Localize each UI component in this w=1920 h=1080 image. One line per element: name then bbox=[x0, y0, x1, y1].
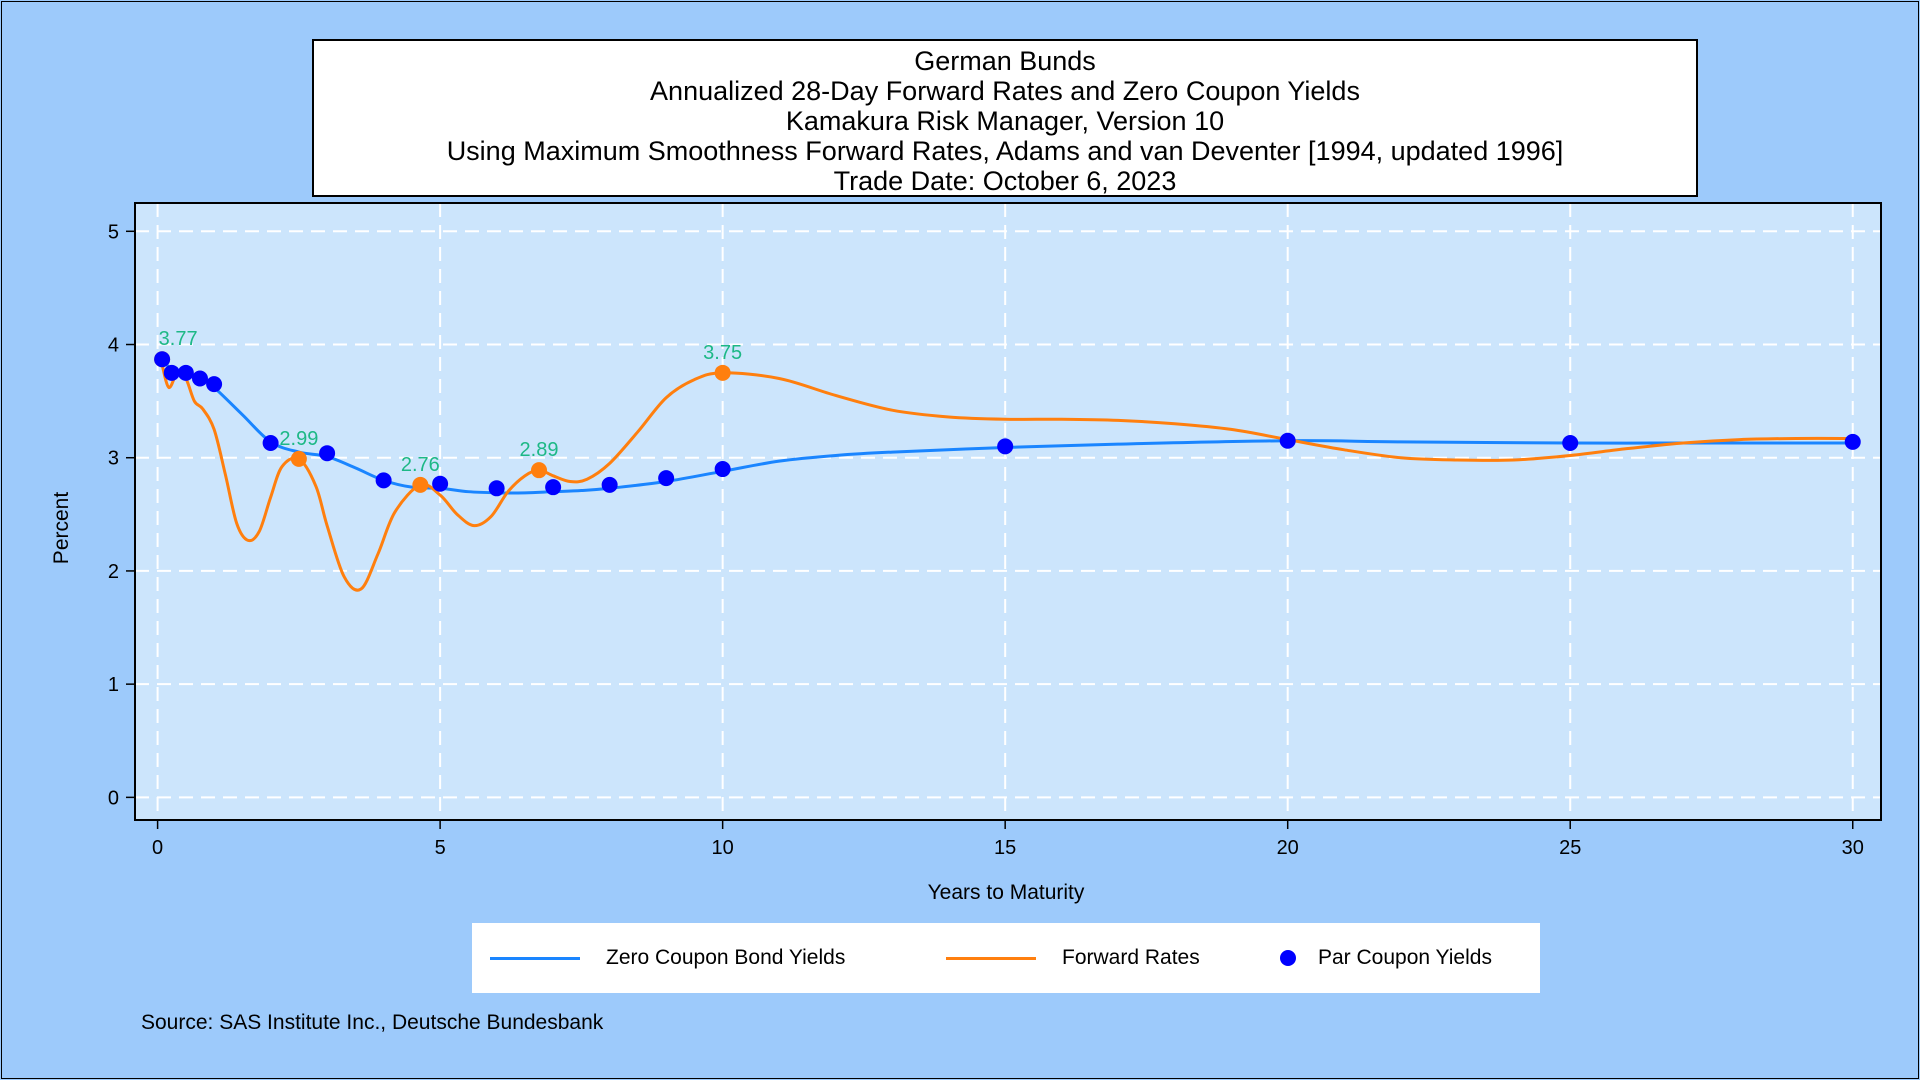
x-axis-label: Years to Maturity bbox=[928, 881, 1085, 904]
par-coupon-point bbox=[191, 370, 208, 387]
plot-border bbox=[134, 202, 1882, 821]
data-label: 2.89 bbox=[520, 439, 559, 461]
x-tick-label: 5 bbox=[435, 837, 446, 859]
chart-title-line-3: Kamakura Risk Manager, Version 10 bbox=[785, 106, 1225, 136]
source-note: Source: SAS Institute Inc., Deutsche Bun… bbox=[141, 1011, 604, 1034]
legend-swatch-forward-rates bbox=[946, 956, 1036, 960]
par-coupon-point bbox=[432, 475, 449, 492]
data-label: 3.75 bbox=[703, 342, 742, 364]
chart-title-line-1: German Bunds bbox=[914, 46, 1096, 76]
chart-title-line-5: Trade Date: October 6, 2023 bbox=[833, 166, 1177, 196]
legend-label-par-coupon: Par Coupon Yields bbox=[1318, 946, 1492, 969]
par-coupon-point bbox=[545, 479, 562, 496]
par-coupon-point bbox=[601, 476, 618, 493]
x-tick-label: 25 bbox=[1559, 837, 1581, 859]
forward-rate-marker bbox=[412, 476, 429, 493]
par-coupon-point bbox=[658, 470, 675, 487]
par-coupon-point bbox=[1562, 435, 1579, 452]
par-coupon-point bbox=[319, 445, 336, 462]
x-tick-label: 15 bbox=[994, 837, 1016, 859]
par-coupon-point bbox=[163, 364, 180, 381]
y-tick-label: 0 bbox=[108, 787, 119, 809]
series-line-zero-coupon-bond-yields bbox=[160, 358, 1853, 495]
legend-item-zero-coupon: Zero Coupon Bond Yields bbox=[490, 923, 845, 993]
legend-swatch-par-coupon bbox=[1280, 950, 1296, 966]
legend-item-par-coupon: Par Coupon Yields bbox=[1280, 923, 1492, 993]
legend-swatch-zero-coupon bbox=[490, 956, 580, 960]
forward-rate-marker bbox=[531, 462, 548, 479]
y-tick-label: 1 bbox=[108, 674, 119, 696]
y-tick-label: 5 bbox=[108, 221, 119, 243]
forward-rate-marker bbox=[290, 450, 307, 467]
y-axis-label: Percent bbox=[50, 492, 73, 565]
legend-label-zero-coupon: Zero Coupon Bond Yields bbox=[606, 946, 846, 969]
legend-item-forward-rates: Forward Rates bbox=[946, 923, 1200, 993]
chart-title-box: German Bunds Annualized 28-Day Forward R… bbox=[312, 39, 1698, 197]
par-coupon-point bbox=[177, 364, 194, 381]
forward-rate-marker bbox=[714, 364, 731, 381]
par-coupon-point bbox=[206, 376, 223, 393]
legend: Zero Coupon Bond Yields Forward Rates Pa… bbox=[472, 923, 1540, 993]
y-tick-label: 4 bbox=[108, 335, 119, 357]
chart-title-line-2: Annualized 28-Day Forward Rates and Zero… bbox=[650, 76, 1360, 106]
plot-background bbox=[135, 203, 1881, 820]
x-tick-label: 0 bbox=[152, 837, 163, 859]
y-tick-label: 3 bbox=[108, 448, 119, 470]
y-tick-label: 2 bbox=[108, 561, 119, 583]
par-coupon-point bbox=[1279, 432, 1296, 449]
x-tick-label: 10 bbox=[712, 837, 734, 859]
par-coupon-point bbox=[488, 480, 505, 497]
chart-title-line-4: Using Maximum Smoothness Forward Rates, … bbox=[446, 136, 1564, 166]
par-coupon-point bbox=[154, 351, 171, 368]
plot-area: 0 5 10 15 20 25 30 0 1 2 3 4 5 3.77 2.99 2.76 2.89 3.75 bbox=[108, 202, 1882, 859]
x-tick-label: 30 bbox=[1842, 837, 1864, 859]
data-label: 2.76 bbox=[401, 454, 440, 476]
legend-label-forward-rates: Forward Rates bbox=[1062, 946, 1200, 969]
x-tick-label: 20 bbox=[1277, 837, 1299, 859]
par-coupon-point bbox=[375, 472, 392, 489]
par-coupon-point bbox=[714, 461, 731, 478]
par-coupon-point bbox=[997, 438, 1014, 455]
par-coupon-point bbox=[262, 435, 279, 452]
data-label: 3.77 bbox=[159, 328, 198, 350]
data-label: 2.99 bbox=[279, 428, 318, 450]
par-coupon-point bbox=[1844, 433, 1861, 450]
